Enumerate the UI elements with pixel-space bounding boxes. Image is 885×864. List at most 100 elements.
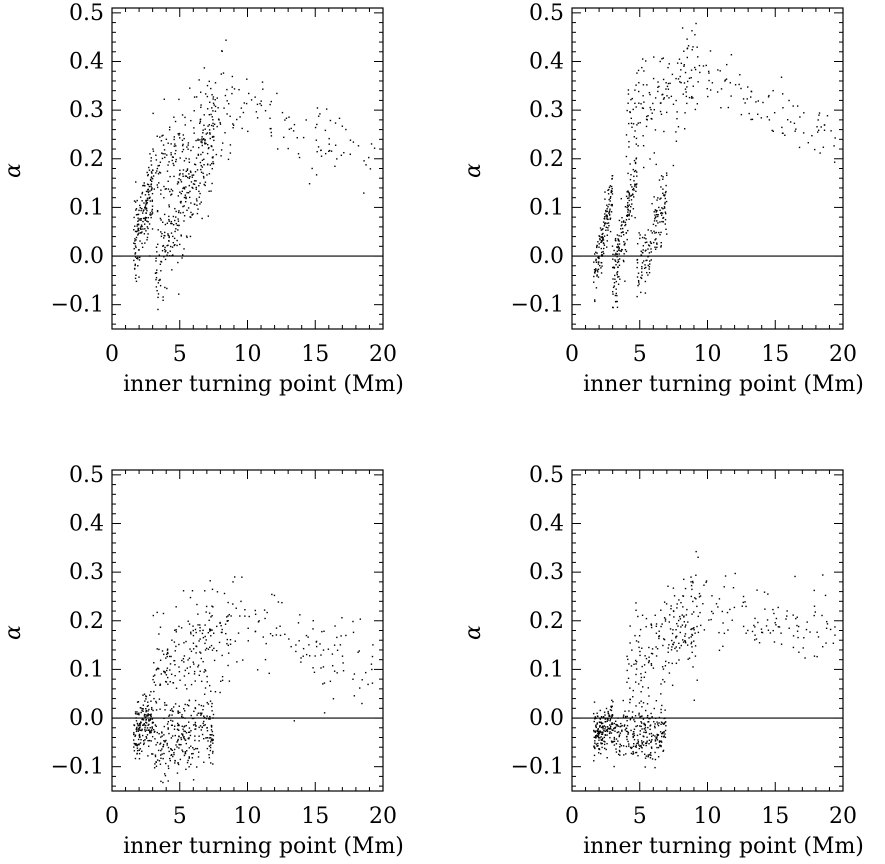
data-point (341, 655, 344, 657)
data-point (171, 190, 174, 192)
data-point (794, 575, 796, 578)
data-point (183, 248, 185, 250)
data-point (610, 204, 612, 206)
data-point (729, 82, 732, 84)
data-point (188, 196, 191, 199)
data-point (603, 216, 606, 218)
data-point (177, 738, 179, 741)
data-point (601, 746, 603, 749)
data-point (141, 246, 144, 249)
data-point (320, 654, 322, 656)
data-point (629, 687, 631, 689)
data-point (670, 605, 672, 607)
data-point (183, 188, 186, 190)
data-point (599, 731, 601, 734)
data-point (145, 199, 147, 202)
data-point (653, 220, 656, 222)
data-point (649, 241, 652, 243)
data-point (146, 220, 148, 222)
data-point (145, 722, 148, 724)
data-point (185, 742, 188, 745)
data-point (692, 46, 694, 48)
data-point (181, 190, 183, 193)
data-point (352, 678, 354, 680)
data-point (212, 128, 215, 130)
data-point (690, 642, 692, 645)
data-point (660, 175, 663, 177)
data-point (676, 111, 678, 113)
data-point (209, 715, 211, 718)
data-point (247, 130, 249, 133)
data-point (663, 195, 666, 197)
data-point (648, 245, 651, 247)
data-point (755, 101, 757, 103)
data-point (794, 130, 796, 132)
data-point (694, 108, 697, 111)
data-point (135, 208, 138, 210)
data-point (172, 710, 174, 713)
data-point (715, 603, 718, 605)
data-point (637, 741, 640, 743)
data-point (641, 750, 643, 753)
data-point (157, 308, 159, 311)
data-point (647, 714, 649, 717)
data-point (602, 726, 604, 729)
data-point (287, 147, 289, 150)
data-point (150, 729, 153, 731)
data-point (147, 199, 149, 201)
data-point (650, 712, 652, 715)
data-point (684, 633, 687, 635)
data-point (149, 694, 151, 696)
data-point (596, 722, 598, 724)
data-point (143, 742, 145, 744)
data-point (729, 608, 731, 611)
data-point (654, 726, 656, 729)
data-point (611, 699, 613, 702)
data-point (343, 151, 345, 154)
data-point (663, 638, 665, 640)
data-point (605, 707, 608, 710)
data-point (193, 203, 196, 206)
data-point (598, 235, 600, 237)
data-point (655, 632, 658, 634)
data-point (652, 77, 655, 80)
data-point (593, 730, 595, 733)
data-point (596, 745, 598, 747)
data-point (285, 117, 288, 119)
data-point (650, 732, 653, 735)
data-point (269, 117, 271, 119)
data-point (200, 153, 202, 156)
data-point (633, 159, 636, 162)
data-point (182, 143, 184, 146)
data-point (694, 34, 696, 36)
data-point (352, 631, 355, 634)
data-point (144, 739, 146, 741)
data-point (185, 157, 187, 160)
data-point (616, 724, 618, 726)
data-point (782, 107, 784, 109)
data-point (162, 299, 164, 302)
data-point (645, 60, 647, 62)
data-point (232, 126, 234, 129)
data-point (210, 644, 213, 647)
data-point (618, 275, 620, 278)
data-point (649, 717, 651, 720)
data-point (206, 747, 209, 750)
data-point (171, 735, 174, 737)
data-point (628, 192, 630, 194)
data-point (645, 755, 648, 757)
data-point (168, 218, 170, 221)
data-point (281, 111, 284, 114)
data-point (626, 215, 629, 217)
data-point (262, 636, 264, 638)
data-point (186, 209, 188, 211)
data-point (168, 129, 171, 131)
data-point (220, 624, 222, 627)
data-point (201, 138, 203, 140)
data-point (717, 606, 719, 608)
data-point (149, 718, 152, 721)
data-point (678, 599, 680, 601)
data-point (697, 631, 700, 634)
data-point (256, 117, 259, 119)
data-point (646, 241, 648, 243)
